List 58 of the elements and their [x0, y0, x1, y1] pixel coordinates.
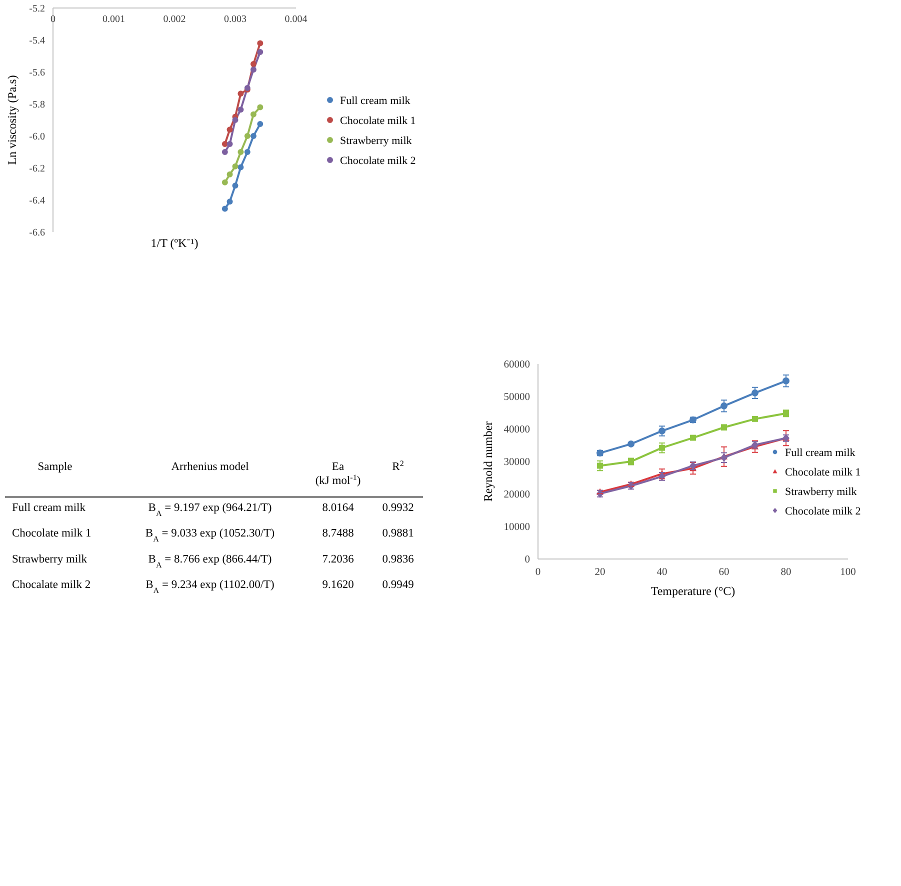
x-tick-label: 0.002: [163, 14, 186, 25]
legend-label: Full cream milk: [785, 447, 856, 459]
x-axis-title: 1/T (ºK⁻¹): [150, 236, 198, 250]
y-tick-label: -6.4: [29, 196, 45, 206]
category-label: Ea (kJ mol$^{-1}$): [315, 461, 361, 487]
text: 8.7488: [322, 528, 354, 540]
y-axis-title: Reynold number: [481, 421, 495, 502]
y-tick-label: -6.6: [29, 228, 45, 238]
legend-label: Strawberry milk: [340, 135, 412, 147]
text: Chocalate milk 2: [12, 579, 91, 592]
y-tick-label: 30000: [504, 457, 530, 468]
text: B$_{A}$ = 9.033 exp (1052.30/T): [145, 528, 275, 544]
y-tick-label: -6.2: [29, 164, 45, 174]
x-tick-label: 0: [50, 14, 56, 25]
text: 7.2036: [322, 553, 354, 566]
y-tick-label: -6.0: [29, 132, 45, 142]
y-tick-label: 20000: [504, 490, 530, 500]
x-tick-label: 0: [535, 567, 541, 578]
x-tick-label: 80: [780, 567, 792, 578]
y-tick-label: 50000: [504, 392, 530, 403]
text: 0.9881: [382, 528, 414, 540]
x-tick-label: 40: [656, 567, 668, 578]
legend-label: Chocolate milk 2: [785, 506, 861, 518]
text: 0.9932: [382, 502, 414, 514]
category-label: Sample: [38, 461, 72, 473]
y-tick-label: -5.2: [29, 4, 45, 14]
category-label: R$^{2}$: [392, 458, 404, 473]
text: 9.1620: [322, 579, 354, 592]
text: Full cream milk: [12, 502, 86, 514]
y-tick-label: -5.4: [29, 36, 45, 46]
x-tick-label: 100: [840, 567, 856, 578]
text: B$_{A}$ = 9.234 exp (1102.00/T): [146, 579, 275, 595]
legend-label: Full cream milk: [340, 95, 411, 107]
x-tick-label: 0.004: [284, 14, 308, 25]
text: 0.9836: [382, 553, 414, 566]
y-tick-label: 0: [524, 554, 530, 566]
y-tick-label: -5.8: [29, 100, 45, 110]
text: Strawberry milk: [12, 553, 88, 566]
category-label: Arrhenius model: [171, 461, 249, 473]
y-tick-label: -5.6: [29, 68, 45, 78]
x-axis-title: Temperature (°C): [650, 584, 736, 598]
text: B$_{A}$ = 8.766 exp (866.44/T): [148, 553, 272, 569]
text: Chocolate milk 1: [12, 528, 92, 540]
text: 0.9949: [382, 579, 414, 592]
text: 8.0164: [322, 502, 354, 514]
text: B$_{A}$ = 9.197 exp (964.21/T): [148, 502, 272, 518]
legend-label: Chocolate milk 2: [340, 155, 416, 167]
y-tick-label: 40000: [504, 424, 530, 436]
x-tick-label: 60: [718, 567, 730, 578]
x-tick-label: 0.001: [102, 14, 125, 25]
x-tick-label: 20: [594, 567, 606, 578]
y-tick-label: 60000: [504, 360, 530, 370]
legend-label: Chocolate milk 1: [340, 115, 416, 127]
y-tick-label: 10000: [504, 522, 530, 533]
legend-label: Strawberry milk: [785, 486, 858, 498]
y-axis-title: Ln viscosity (Pa.s): [5, 75, 19, 165]
legend-label: Chocolate milk 1: [785, 466, 861, 478]
x-tick-label: 0.003: [224, 14, 246, 25]
